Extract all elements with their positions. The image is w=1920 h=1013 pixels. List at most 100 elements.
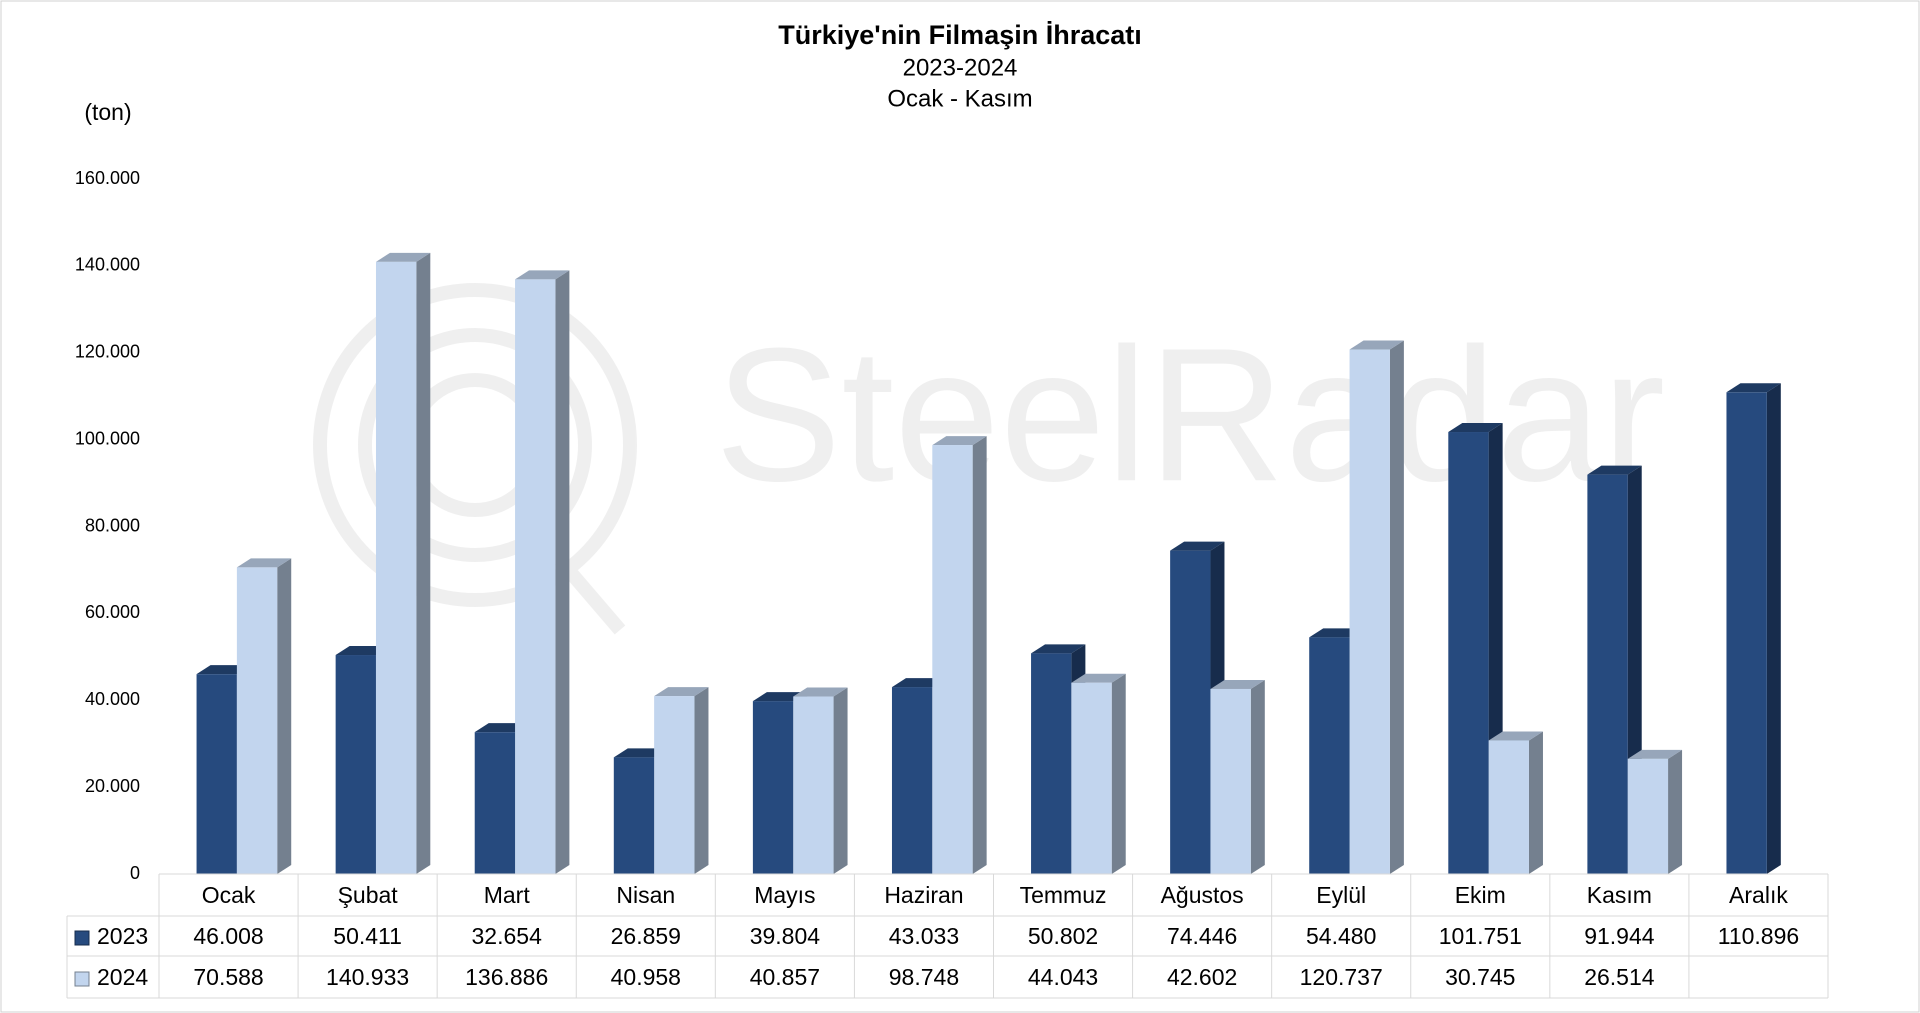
watermark-logo <box>313 283 637 635</box>
x-tick-label: Aralık <box>1729 882 1788 908</box>
bar <box>1031 653 1072 874</box>
data-label: 110.896 <box>1718 923 1799 949</box>
bar-top <box>1071 673 1126 683</box>
bar <box>236 567 278 874</box>
legend-marker <box>74 971 90 987</box>
bar-top <box>236 558 292 568</box>
bar <box>515 279 556 874</box>
bar <box>196 674 237 874</box>
bar-top <box>1448 423 1503 433</box>
y-tick-label: 100.000 <box>75 428 140 448</box>
x-tick-label: Haziran <box>884 882 963 908</box>
data-label: 26.859 <box>611 923 681 949</box>
bar-side <box>1389 340 1404 874</box>
x-tick-label: Eylül <box>1316 882 1366 908</box>
data-label: 91.944 <box>1584 923 1655 949</box>
y-tick-label: 120.000 <box>75 342 140 362</box>
bar-side <box>1528 731 1543 874</box>
bar-side <box>694 687 709 874</box>
chart-period: Ocak - Kasım <box>887 85 1032 112</box>
bar <box>335 655 376 874</box>
bar <box>891 687 933 874</box>
bar-side <box>1766 383 1781 874</box>
legend-label: 2024 <box>97 964 148 990</box>
y-tick-label: 20.000 <box>85 776 140 796</box>
bar-side <box>277 558 292 874</box>
data-label: 50.802 <box>1028 923 1098 949</box>
bar <box>752 701 794 874</box>
bar-side <box>1250 679 1265 874</box>
bar-top <box>654 687 709 697</box>
bar <box>1726 392 1767 874</box>
y-tick-label: 40.000 <box>85 689 140 709</box>
bar-top <box>1627 749 1683 759</box>
bar <box>793 696 834 874</box>
bar <box>1309 637 1350 874</box>
bar-top <box>1488 731 1543 741</box>
data-label: 136.886 <box>465 964 548 990</box>
data-label: 101.751 <box>1439 923 1522 949</box>
bar-side <box>1111 673 1126 874</box>
data-label: 50.411 <box>333 923 402 949</box>
data-label: 42.602 <box>1167 964 1237 990</box>
bar-side <box>555 270 570 874</box>
bar <box>1071 682 1112 874</box>
data-label: 74.446 <box>1167 923 1237 949</box>
x-tick-label: Mayıs <box>754 882 815 908</box>
bar-top <box>932 436 987 446</box>
y-tick-label: 80.000 <box>85 515 140 535</box>
bar <box>1210 688 1251 874</box>
data-label: 54.480 <box>1306 923 1376 949</box>
bar <box>375 261 417 875</box>
bar-top <box>1726 383 1781 393</box>
y-tick-label: 160.000 <box>75 168 140 188</box>
bar-top <box>1170 541 1225 551</box>
chart-title: Türkiye'nin Filmaşin İhracatı <box>778 20 1142 50</box>
watermark: SteelRadar <box>715 309 1666 521</box>
data-label: 140.933 <box>326 964 409 990</box>
x-tick-label: Nisan <box>616 882 675 908</box>
data-label: 98.748 <box>889 964 959 990</box>
data-label: 39.804 <box>750 923 821 949</box>
bar-side <box>833 687 848 874</box>
x-tick-label: Ocak <box>202 882 256 908</box>
data-label: 120.737 <box>1300 964 1383 990</box>
bar-top <box>1031 644 1086 654</box>
bar-side <box>972 436 987 874</box>
bar-top <box>1587 465 1642 475</box>
bar <box>1349 349 1390 874</box>
bar-top <box>793 687 848 697</box>
x-tick-label: Ekim <box>1455 882 1506 908</box>
bar-side <box>1668 749 1683 874</box>
data-label: 30.745 <box>1445 964 1515 990</box>
bar <box>654 696 695 874</box>
data-label: 40.958 <box>611 964 681 990</box>
bar <box>1587 474 1628 874</box>
x-tick-label: Ağustos <box>1161 882 1244 908</box>
data-label: 70.588 <box>193 964 263 990</box>
data-label: 26.514 <box>1584 964 1655 990</box>
y-tick-label: 140.000 <box>75 255 140 275</box>
bar <box>1627 758 1669 874</box>
y-axis-label: (ton) <box>84 99 131 125</box>
x-tick-label: Mart <box>484 882 531 908</box>
data-label: 32.654 <box>472 923 543 949</box>
y-tick-label: 60.000 <box>85 602 140 622</box>
data-label: 46.008 <box>193 923 263 949</box>
bar-top <box>1349 340 1404 350</box>
legend-label: 2023 <box>97 923 148 949</box>
y-tick-label: 0 <box>130 863 140 883</box>
bar <box>932 445 973 874</box>
bar <box>1170 550 1211 874</box>
x-tick-label: Kasım <box>1587 882 1652 908</box>
data-label: 43.033 <box>889 923 959 949</box>
legend-marker <box>74 930 90 946</box>
bar-top <box>515 270 570 280</box>
bar <box>474 732 516 874</box>
bar <box>1488 740 1529 874</box>
bar-top <box>375 252 431 262</box>
data-label: 40.857 <box>750 964 820 990</box>
x-tick-label: Şubat <box>338 882 399 908</box>
bar <box>613 757 655 874</box>
